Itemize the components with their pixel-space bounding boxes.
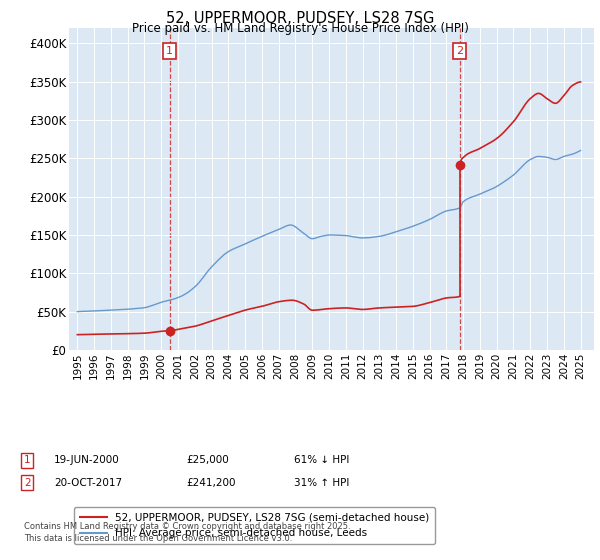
Text: Contains HM Land Registry data © Crown copyright and database right 2025.
This d: Contains HM Land Registry data © Crown c…: [24, 522, 350, 543]
Text: £241,200: £241,200: [186, 478, 235, 488]
Text: 2: 2: [24, 478, 31, 488]
Text: 20-OCT-2017: 20-OCT-2017: [54, 478, 122, 488]
Text: 52, UPPERMOOR, PUDSEY, LS28 7SG: 52, UPPERMOOR, PUDSEY, LS28 7SG: [166, 11, 434, 26]
Text: 2: 2: [456, 46, 463, 56]
Text: 1: 1: [24, 455, 31, 465]
Text: 61% ↓ HPI: 61% ↓ HPI: [294, 455, 349, 465]
Legend: 52, UPPERMOOR, PUDSEY, LS28 7SG (semi-detached house), HPI: Average price, semi-: 52, UPPERMOOR, PUDSEY, LS28 7SG (semi-de…: [74, 507, 436, 544]
Text: £25,000: £25,000: [186, 455, 229, 465]
Text: 19-JUN-2000: 19-JUN-2000: [54, 455, 120, 465]
Text: Price paid vs. HM Land Registry's House Price Index (HPI): Price paid vs. HM Land Registry's House …: [131, 22, 469, 35]
Text: 31% ↑ HPI: 31% ↑ HPI: [294, 478, 349, 488]
Text: 1: 1: [166, 46, 173, 56]
